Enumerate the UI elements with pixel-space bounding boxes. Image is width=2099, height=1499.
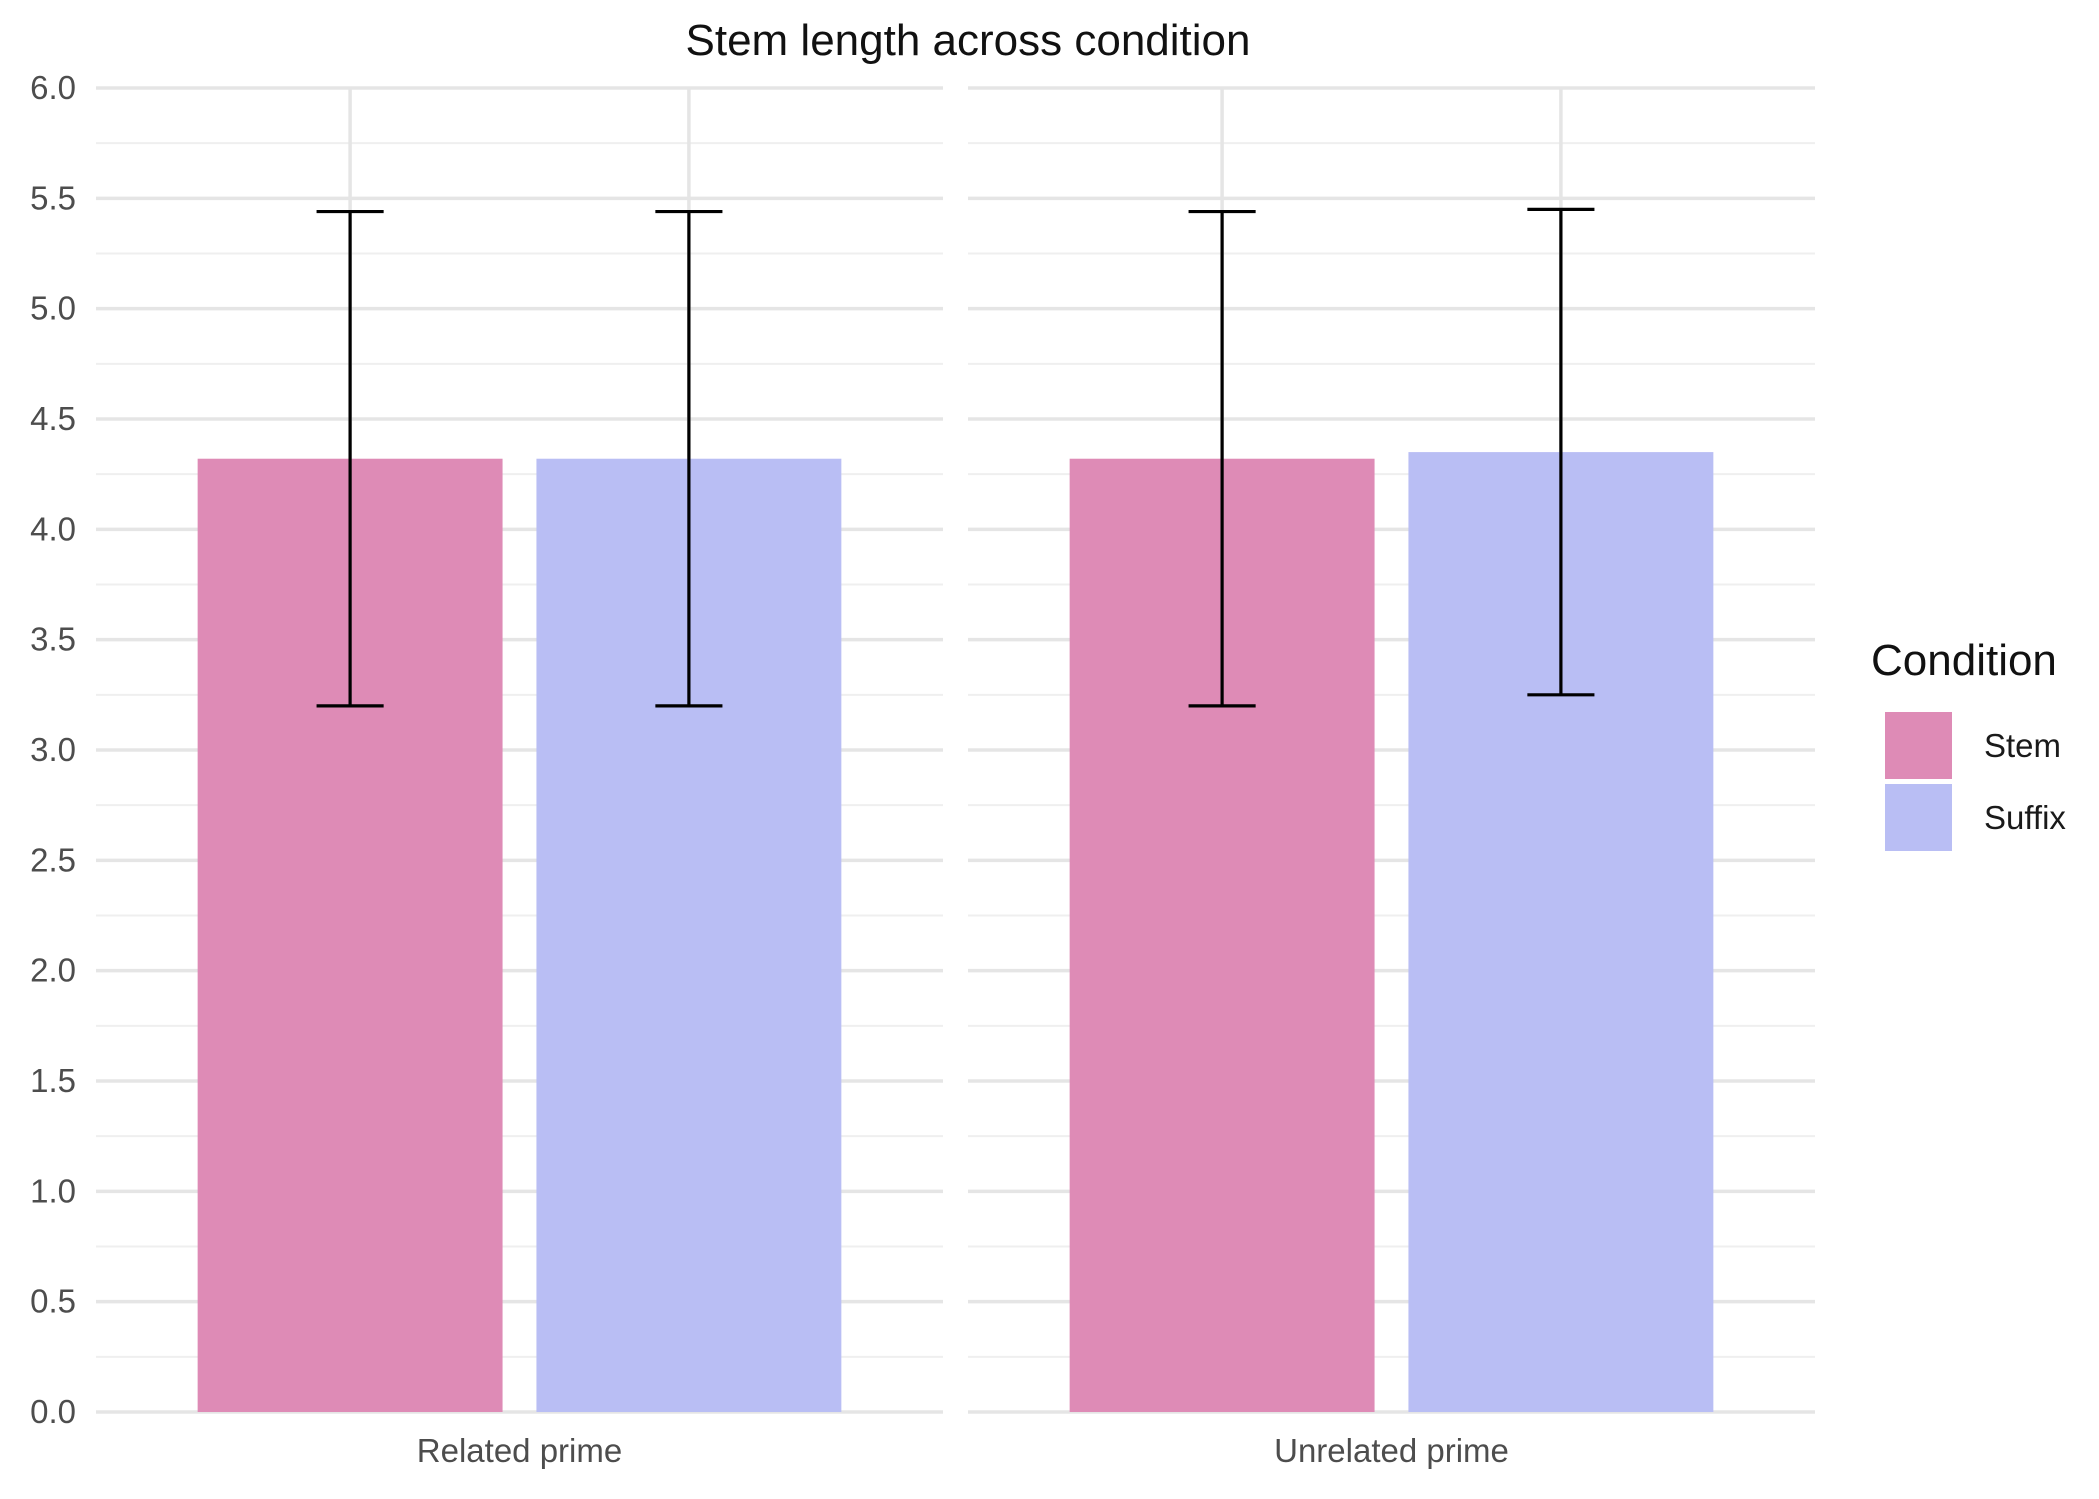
legend: Condition Stem Suffix bbox=[1871, 636, 2066, 851]
y-tick-label: 4.0 bbox=[30, 510, 76, 547]
legend-label-stem: Stem bbox=[1984, 727, 2061, 764]
facet-labels: Related prime Unrelated prime bbox=[417, 1432, 1509, 1469]
y-tick-label: 1.0 bbox=[30, 1172, 76, 1209]
y-tick-label: 4.5 bbox=[30, 400, 76, 437]
legend-swatch-stem bbox=[1885, 712, 1952, 779]
y-tick-label: 0.0 bbox=[30, 1393, 76, 1430]
y-tick-label: 3.0 bbox=[30, 731, 76, 768]
y-tick-label: 0.5 bbox=[30, 1283, 76, 1320]
y-tick-label: 2.0 bbox=[30, 952, 76, 989]
legend-title: Condition bbox=[1871, 636, 2057, 685]
legend-swatch-suffix bbox=[1885, 784, 1952, 851]
y-tick-label: 6.0 bbox=[30, 69, 76, 106]
chart-title: Stem length across condition bbox=[686, 16, 1251, 65]
facet-label: Unrelated prime bbox=[1274, 1432, 1509, 1469]
y-tick-label: 3.5 bbox=[30, 621, 76, 658]
error-bars bbox=[316, 207, 1595, 708]
y-tick-label: 5.0 bbox=[30, 290, 76, 327]
y-tick-label: 2.5 bbox=[30, 841, 76, 878]
y-tick-label: 1.5 bbox=[30, 1062, 76, 1099]
y-axis: 0.0 0.5 1.0 1.5 2.0 2.5 3.0 3.5 4.0 4.5 5.0 5.5 6.0 bbox=[30, 69, 76, 1430]
facet-label: Related prime bbox=[417, 1432, 622, 1469]
legend-label-suffix: Suffix bbox=[1984, 799, 2066, 836]
y-tick-label: 5.5 bbox=[30, 179, 76, 216]
